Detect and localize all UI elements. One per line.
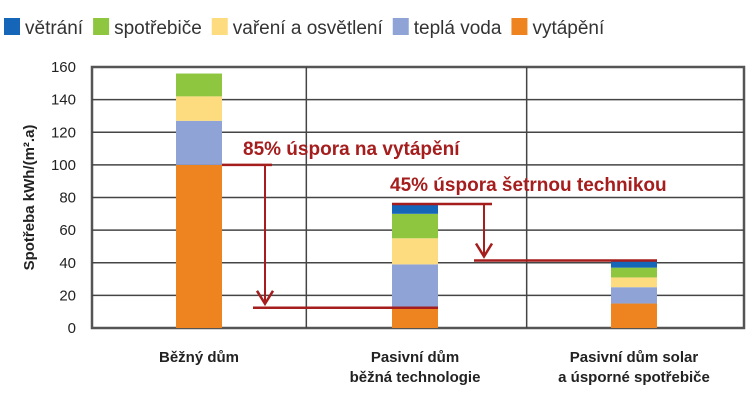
bar-segment-spotřebiče — [392, 213, 438, 239]
y-tick-label: 40 — [59, 255, 76, 272]
y-axis-label: Spotřeba kWh/(m².a) — [21, 125, 38, 271]
bar-segment-teplá-voda — [611, 287, 657, 304]
annotation-text: 45% úspora šetrnou technikou — [390, 175, 667, 196]
bar-segment-vytápění — [392, 306, 438, 328]
bar-segment-vytápění — [611, 303, 657, 328]
y-tick-label: 0 — [68, 320, 76, 337]
annotation-heating-arrow-head-icon — [255, 290, 275, 307]
category-label: Běžný dům — [159, 349, 239, 366]
legend-swatch — [211, 18, 228, 35]
y-tick-label: 120 — [51, 124, 76, 141]
legend-label: spotřebiče — [114, 18, 202, 39]
y-tick-label: 160 — [51, 59, 76, 76]
legend-label: vytápění — [532, 18, 605, 39]
legend-swatch — [511, 18, 528, 35]
legend-label: větrání — [25, 18, 84, 39]
legend-swatch — [4, 18, 20, 35]
bar-segment-vaření-a-osvětlení — [392, 238, 438, 265]
annotation-text: 85% úspora na vytápění — [243, 139, 460, 160]
bar-segment-větrání — [392, 204, 438, 214]
bar-segment-spotřebiče — [176, 73, 222, 97]
legend-swatch — [392, 18, 409, 35]
y-tick-label: 100 — [51, 157, 76, 174]
bar-segment-spotřebiče — [611, 267, 657, 278]
category-label: Pasivní dům solar — [570, 349, 699, 366]
category-label: a úsporné spotřebiče — [558, 369, 710, 386]
category-label: běžná technologie — [350, 369, 481, 386]
bar-segment-vaření-a-osvětlení — [176, 96, 222, 121]
bar-segment-vytápění — [176, 164, 222, 328]
bar-segment-teplá-voda — [176, 120, 222, 165]
bar-segment-teplá-voda — [392, 264, 438, 307]
category-label: Pasivní dům — [371, 349, 459, 366]
y-tick-label: 140 — [51, 92, 76, 109]
legend-label: vaření a osvětlení — [233, 18, 384, 39]
legend-swatch — [93, 18, 110, 35]
legend-label: teplá voda — [414, 18, 502, 39]
y-tick-label: 60 — [59, 222, 76, 239]
y-tick-label: 80 — [59, 190, 76, 207]
annotation-tech-arrow-head-icon — [474, 242, 494, 259]
bar-segment-vaření-a-osvětlení — [611, 277, 657, 288]
bar-segment-větrání — [611, 259, 657, 268]
y-tick-label: 20 — [59, 287, 76, 304]
